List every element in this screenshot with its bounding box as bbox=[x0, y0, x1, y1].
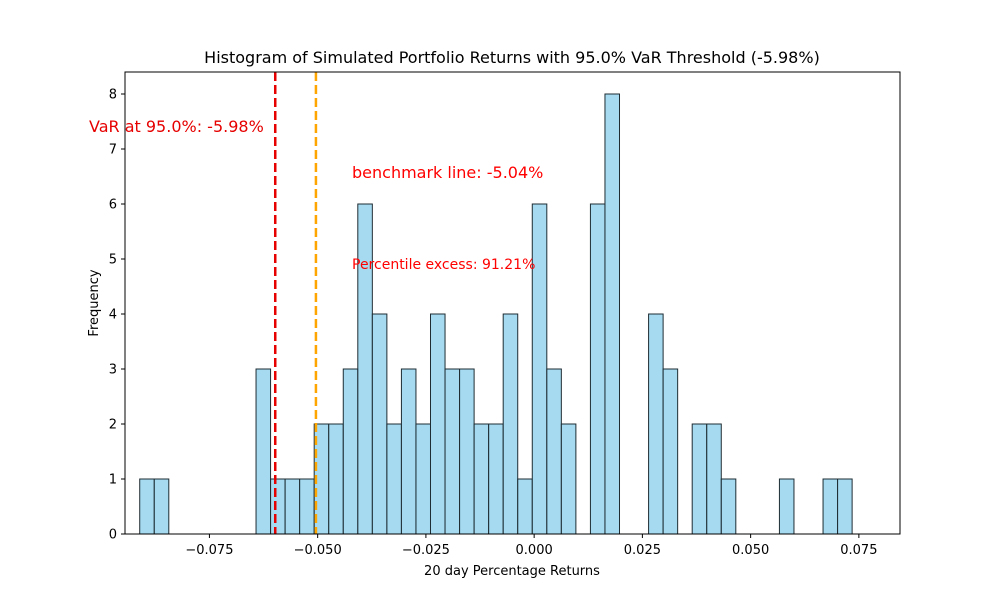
x-tick-label: 0.075 bbox=[840, 543, 877, 558]
histogram-bar bbox=[299, 478, 315, 535]
histogram-bar bbox=[589, 203, 606, 535]
histogram-bar bbox=[517, 478, 533, 535]
x-tick-label: −0.025 bbox=[402, 543, 450, 558]
y-tick-label: 5 bbox=[109, 253, 117, 268]
histogram-bar bbox=[342, 368, 359, 535]
histogram-bar bbox=[604, 93, 621, 535]
histogram-bar bbox=[706, 423, 722, 535]
histogram-bar bbox=[459, 368, 475, 535]
y-tick-label: 6 bbox=[109, 198, 117, 213]
histogram-bar bbox=[139, 478, 155, 535]
plot-frame bbox=[124, 71, 901, 535]
x-tick-label: 0.000 bbox=[516, 543, 553, 558]
histogram-bars bbox=[139, 93, 853, 535]
x-axis-label: 20 day Percentage Returns bbox=[424, 564, 600, 579]
histogram-bar bbox=[371, 313, 388, 535]
x-tick-label: 0.025 bbox=[624, 543, 661, 558]
histogram-bar bbox=[429, 313, 446, 535]
y-tick-label: 2 bbox=[109, 418, 117, 433]
threshold-lines bbox=[273, 72, 318, 534]
y-tick-label: 7 bbox=[109, 143, 117, 158]
x-axis-ticks: −0.075 −0.050 −0.025 0.000 0.025 0.050 0.075 bbox=[185, 534, 877, 558]
chart-title: Histogram of Simulated Portfolio Returns… bbox=[204, 48, 820, 67]
y-tick-label: 0 bbox=[109, 528, 117, 543]
y-axis-ticks: 0 1 2 3 4 5 6 7 8 bbox=[109, 88, 125, 543]
benchmark-label: benchmark line: -5.04% bbox=[352, 163, 543, 182]
histogram-bar bbox=[778, 478, 795, 535]
histogram-bar bbox=[473, 423, 490, 535]
histogram-bar bbox=[662, 368, 679, 535]
histogram-bar bbox=[284, 478, 301, 535]
histogram-bar bbox=[720, 478, 737, 535]
histogram-bar bbox=[153, 478, 170, 535]
histogram-bar bbox=[531, 203, 548, 535]
histogram-bar bbox=[837, 478, 853, 535]
histogram-bar bbox=[357, 203, 373, 535]
y-tick-label: 1 bbox=[109, 473, 117, 488]
var-label: VaR at 95.0%: -5.98% bbox=[89, 117, 264, 136]
histogram-bar bbox=[546, 368, 562, 535]
histogram-bar bbox=[400, 368, 417, 535]
histogram-bar bbox=[444, 368, 461, 535]
histogram-bar bbox=[386, 423, 402, 535]
histogram-bar bbox=[270, 478, 286, 535]
y-axis-label: Frequency bbox=[87, 269, 102, 336]
histogram-bar bbox=[488, 423, 504, 535]
histogram-bar bbox=[415, 423, 431, 535]
histogram-bar bbox=[502, 313, 519, 535]
percentile-excess-label: Percentile excess: 91.21% bbox=[352, 257, 535, 273]
histogram-bar bbox=[255, 368, 272, 535]
x-tick-label: −0.050 bbox=[294, 543, 342, 558]
histogram-bar bbox=[648, 313, 664, 535]
x-tick-label: 0.050 bbox=[732, 543, 769, 558]
histogram-bar bbox=[691, 423, 708, 535]
y-tick-label: 4 bbox=[109, 308, 117, 323]
histogram-bar bbox=[822, 478, 839, 535]
y-tick-label: 8 bbox=[109, 88, 117, 103]
x-tick-label: −0.075 bbox=[185, 543, 233, 558]
y-tick-label: 3 bbox=[109, 363, 117, 378]
histogram-bar bbox=[328, 423, 344, 535]
histogram-bar bbox=[560, 423, 577, 535]
